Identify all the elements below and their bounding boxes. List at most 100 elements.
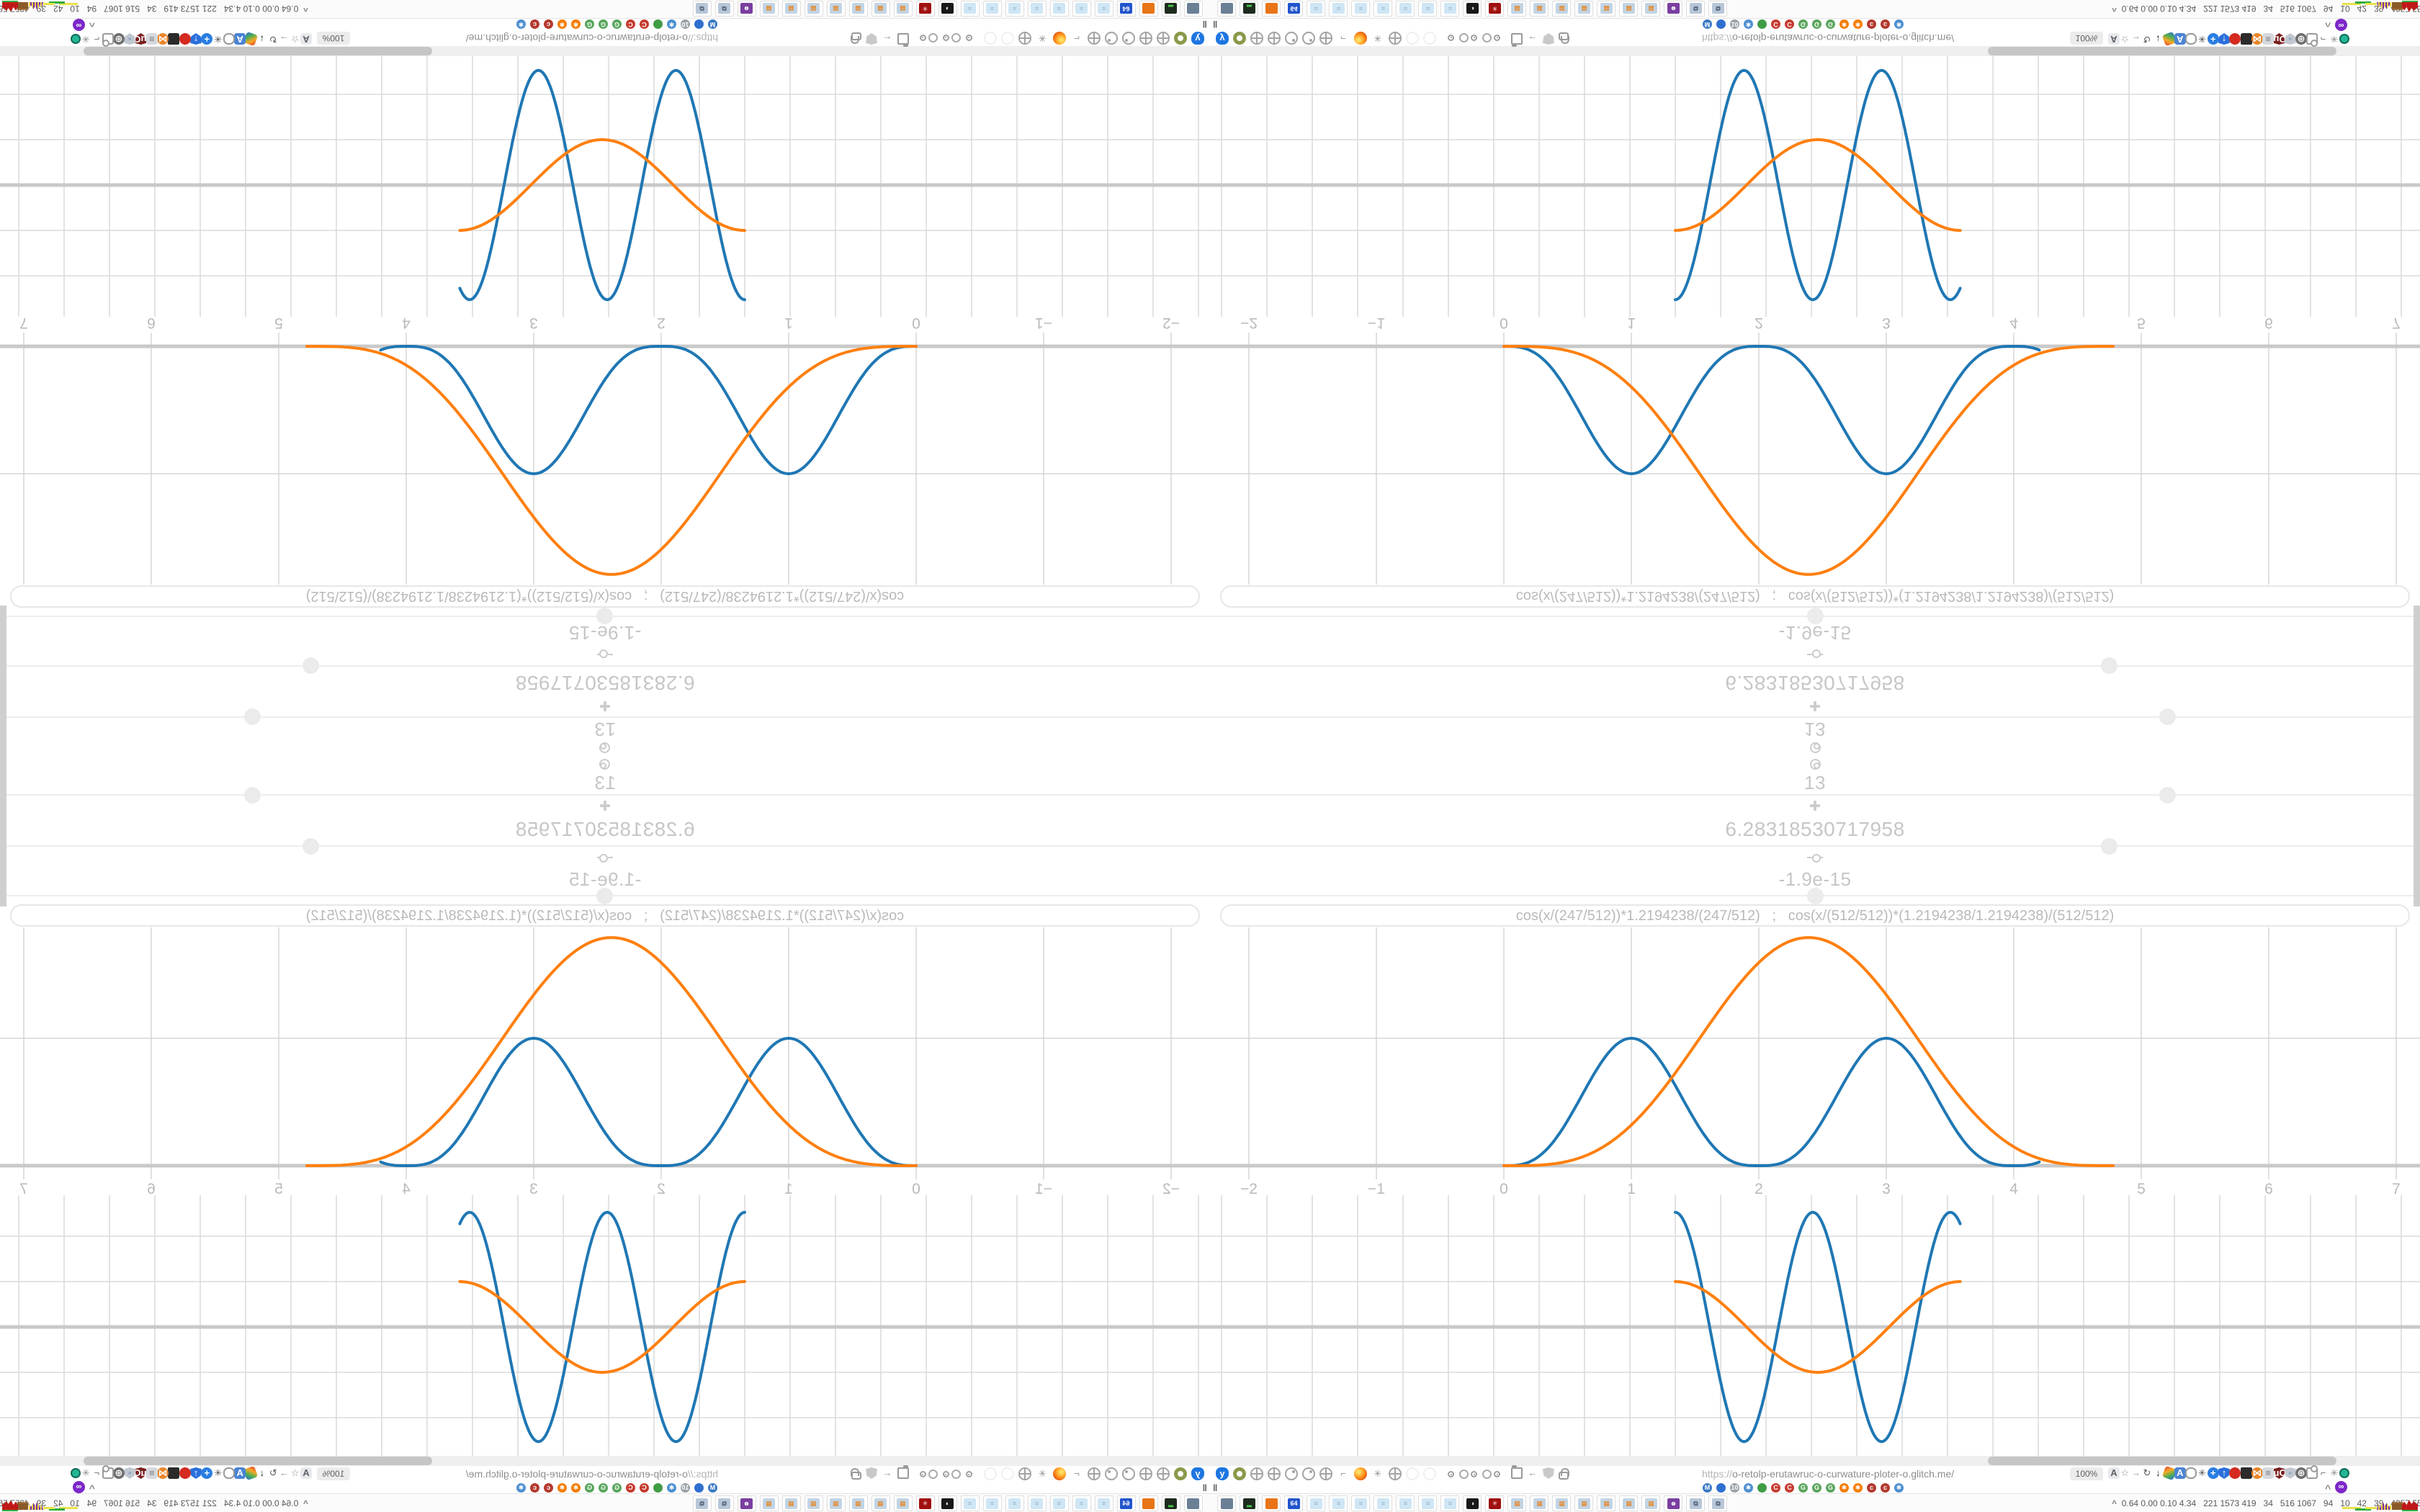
add-circle-icon[interactable]: + xyxy=(2208,1467,2219,1479)
owl-icon[interactable]: ⱺ xyxy=(1664,1,1682,17)
favicon-g2[interactable]: G xyxy=(1812,1483,1821,1493)
adguard-shield-icon[interactable]: ↑ xyxy=(190,33,202,45)
translate-blue-icon[interactable]: A xyxy=(234,1467,246,1479)
page-vertical-scrollbar[interactable] xyxy=(0,756,6,906)
radio-dot-icon[interactable] xyxy=(920,35,926,41)
wrench-icon[interactable]: ⌐ xyxy=(1337,32,1350,45)
gray-shield-icon[interactable]: ◦ xyxy=(2285,1467,2296,1479)
expression-input[interactable]: cos(x/(247/512))*1.2194238/(247/512) ; c… xyxy=(1220,904,2410,927)
notepad-icon[interactable]: ≡ xyxy=(1095,1,1113,17)
favicon-star1[interactable]: ✱ xyxy=(571,19,581,29)
highlighter-icon[interactable] xyxy=(243,1466,259,1481)
translate-blue-icon[interactable]: A xyxy=(2174,33,2186,45)
globe-icon[interactable] xyxy=(1268,1467,1281,1480)
stats-expander-icon[interactable]: ^ xyxy=(2112,1498,2117,1508)
calculator-icon[interactable]: ▦ xyxy=(849,1,868,17)
firefox-icon[interactable] xyxy=(1354,1467,1367,1480)
favicon-gray[interactable]: 10 xyxy=(1730,19,1739,29)
stats-expander-icon[interactable]: ^ xyxy=(303,1498,308,1508)
dark-globe-icon[interactable]: ⊕ xyxy=(2295,1467,2307,1479)
favicon-g2[interactable]: G xyxy=(599,19,608,29)
notepad-icon[interactable]: ≡ xyxy=(1307,1,1325,17)
display-settings-icon[interactable] xyxy=(1217,1495,1236,1511)
favicon-flake[interactable]: ✱ xyxy=(667,19,676,29)
disabled-icon[interactable] xyxy=(1423,1467,1436,1480)
favicon-gray[interactable]: 10 xyxy=(681,19,690,29)
tcp-red-icon[interactable] xyxy=(179,1467,191,1479)
gauge-icon[interactable] xyxy=(1105,32,1118,45)
calculator-icon[interactable]: ▦ xyxy=(1552,1,1571,17)
tcp-red-icon[interactable] xyxy=(179,33,191,45)
radio-dot-icon[interactable] xyxy=(920,1471,926,1477)
highlighter-icon[interactable] xyxy=(243,32,259,47)
favicon-c2[interactable]: C xyxy=(626,19,635,29)
gauge-icon[interactable] xyxy=(1105,1467,1118,1480)
target-icon[interactable] xyxy=(0,759,1210,773)
forward-icon[interactable]: → xyxy=(2130,1467,2142,1479)
add-circle-icon[interactable]: + xyxy=(201,1467,212,1479)
firefox-app-icon[interactable] xyxy=(1139,1495,1158,1511)
globe-icon[interactable] xyxy=(1018,32,1031,45)
favicon-r2[interactable]: c xyxy=(1881,19,1890,29)
gear-outline-icon[interactable]: ✳ xyxy=(2329,1467,2340,1479)
favicon-c1[interactable]: C xyxy=(1771,1483,1780,1493)
notepad-icon[interactable]: ≡ xyxy=(1440,1,1459,17)
floppy64-icon[interactable]: 64 xyxy=(1284,1495,1303,1511)
globe-icon[interactable] xyxy=(1157,32,1170,45)
bookmark-star-icon[interactable]: ☆ xyxy=(290,33,301,45)
gauge-icon[interactable] xyxy=(1285,32,1298,45)
zoom-level-badge[interactable]: 100% xyxy=(2070,32,2103,45)
translate-icon[interactable]: A xyxy=(300,33,312,45)
notepad-icon[interactable]: ≡ xyxy=(1005,1495,1024,1511)
status-dot-icon[interactable] xyxy=(71,1468,81,1478)
firefox-icon[interactable] xyxy=(1053,1467,1066,1480)
url-bar[interactable]: https://o-retolp-erutawruc-o-curwature-p… xyxy=(466,32,718,44)
trash-icon[interactable] xyxy=(168,33,179,45)
olive-donut-icon[interactable] xyxy=(1174,32,1187,45)
calculator-icon[interactable]: ▦ xyxy=(827,1,846,17)
trash-icon[interactable] xyxy=(2241,33,2252,45)
favicon-flk2[interactable]: ✱ xyxy=(1894,1483,1904,1493)
olive-donut-icon[interactable] xyxy=(1174,1467,1187,1480)
puzzle-piece-icon[interactable] xyxy=(102,1467,114,1479)
move-icon[interactable]: ✚ xyxy=(1210,801,2420,814)
param-value-samples[interactable]: 13 xyxy=(1210,772,2420,794)
wrench-icon[interactable]: ⌐ xyxy=(2318,33,2329,45)
gauge-icon[interactable] xyxy=(1302,32,1315,45)
v-logo-icon[interactable]: y xyxy=(1216,1467,1229,1480)
favicon-g3[interactable]: G xyxy=(585,1483,594,1493)
mouse-gesture-icon[interactable] xyxy=(2185,33,2197,45)
globe-icon[interactable] xyxy=(1018,1467,1031,1480)
mouse-gesture-icon[interactable] xyxy=(223,1467,235,1479)
favicon-g2[interactable]: G xyxy=(1812,19,1821,29)
page-horizontal-scrollbar-thumb[interactable] xyxy=(1988,47,2336,55)
notepad-icon[interactable]: ≡ xyxy=(1050,1,1069,17)
notepad-icon[interactable]: ≡ xyxy=(1072,1495,1091,1511)
documents-icon[interactable]: ⧉ xyxy=(693,1,712,17)
terminal-icon[interactable]: ▂ xyxy=(1162,1495,1180,1511)
param-value-domain[interactable]: 6.28318530717958 xyxy=(0,818,1210,841)
favicon-flk2[interactable]: ✱ xyxy=(1894,19,1904,29)
favicon-flake[interactable]: ✱ xyxy=(667,1483,676,1493)
favicon-blue[interactable] xyxy=(694,1483,704,1493)
favicon-m[interactable]: M xyxy=(708,1483,717,1493)
display-settings-icon[interactable] xyxy=(1217,1,1236,17)
documents-icon[interactable]: ⧉ xyxy=(1708,1,1727,17)
notepad-icon[interactable]: ≡ xyxy=(1440,1495,1459,1511)
grip-icon[interactable]: ‖ xyxy=(1203,1482,1207,1493)
radio-dot-icon[interactable] xyxy=(943,35,949,41)
favicon-c2[interactable]: C xyxy=(626,1483,635,1493)
expression-input[interactable]: cos(x/(247/512))*1.2194238/(247/512) ; c… xyxy=(1220,585,2410,608)
shield-icon[interactable] xyxy=(866,33,877,45)
param-value-samples[interactable]: 13 xyxy=(0,772,1210,794)
favicon-c2[interactable]: C xyxy=(1785,19,1794,29)
bookmark-star-icon[interactable]: ☆ xyxy=(2119,33,2130,45)
panda-icon[interactable]: ◑ xyxy=(1463,1,1482,17)
slider-handle[interactable] xyxy=(1807,888,1824,904)
favicon-c2[interactable]: C xyxy=(1785,1483,1794,1493)
panel-expand-icon[interactable]: ^ xyxy=(2325,1482,2331,1494)
archive-box-icon[interactable]: ≡ xyxy=(2262,33,2274,45)
favicon-star1[interactable]: ✱ xyxy=(1839,19,1849,29)
gear-outline-icon[interactable]: ✳ xyxy=(80,33,91,45)
floppy64-icon[interactable]: 64 xyxy=(1284,1,1303,17)
